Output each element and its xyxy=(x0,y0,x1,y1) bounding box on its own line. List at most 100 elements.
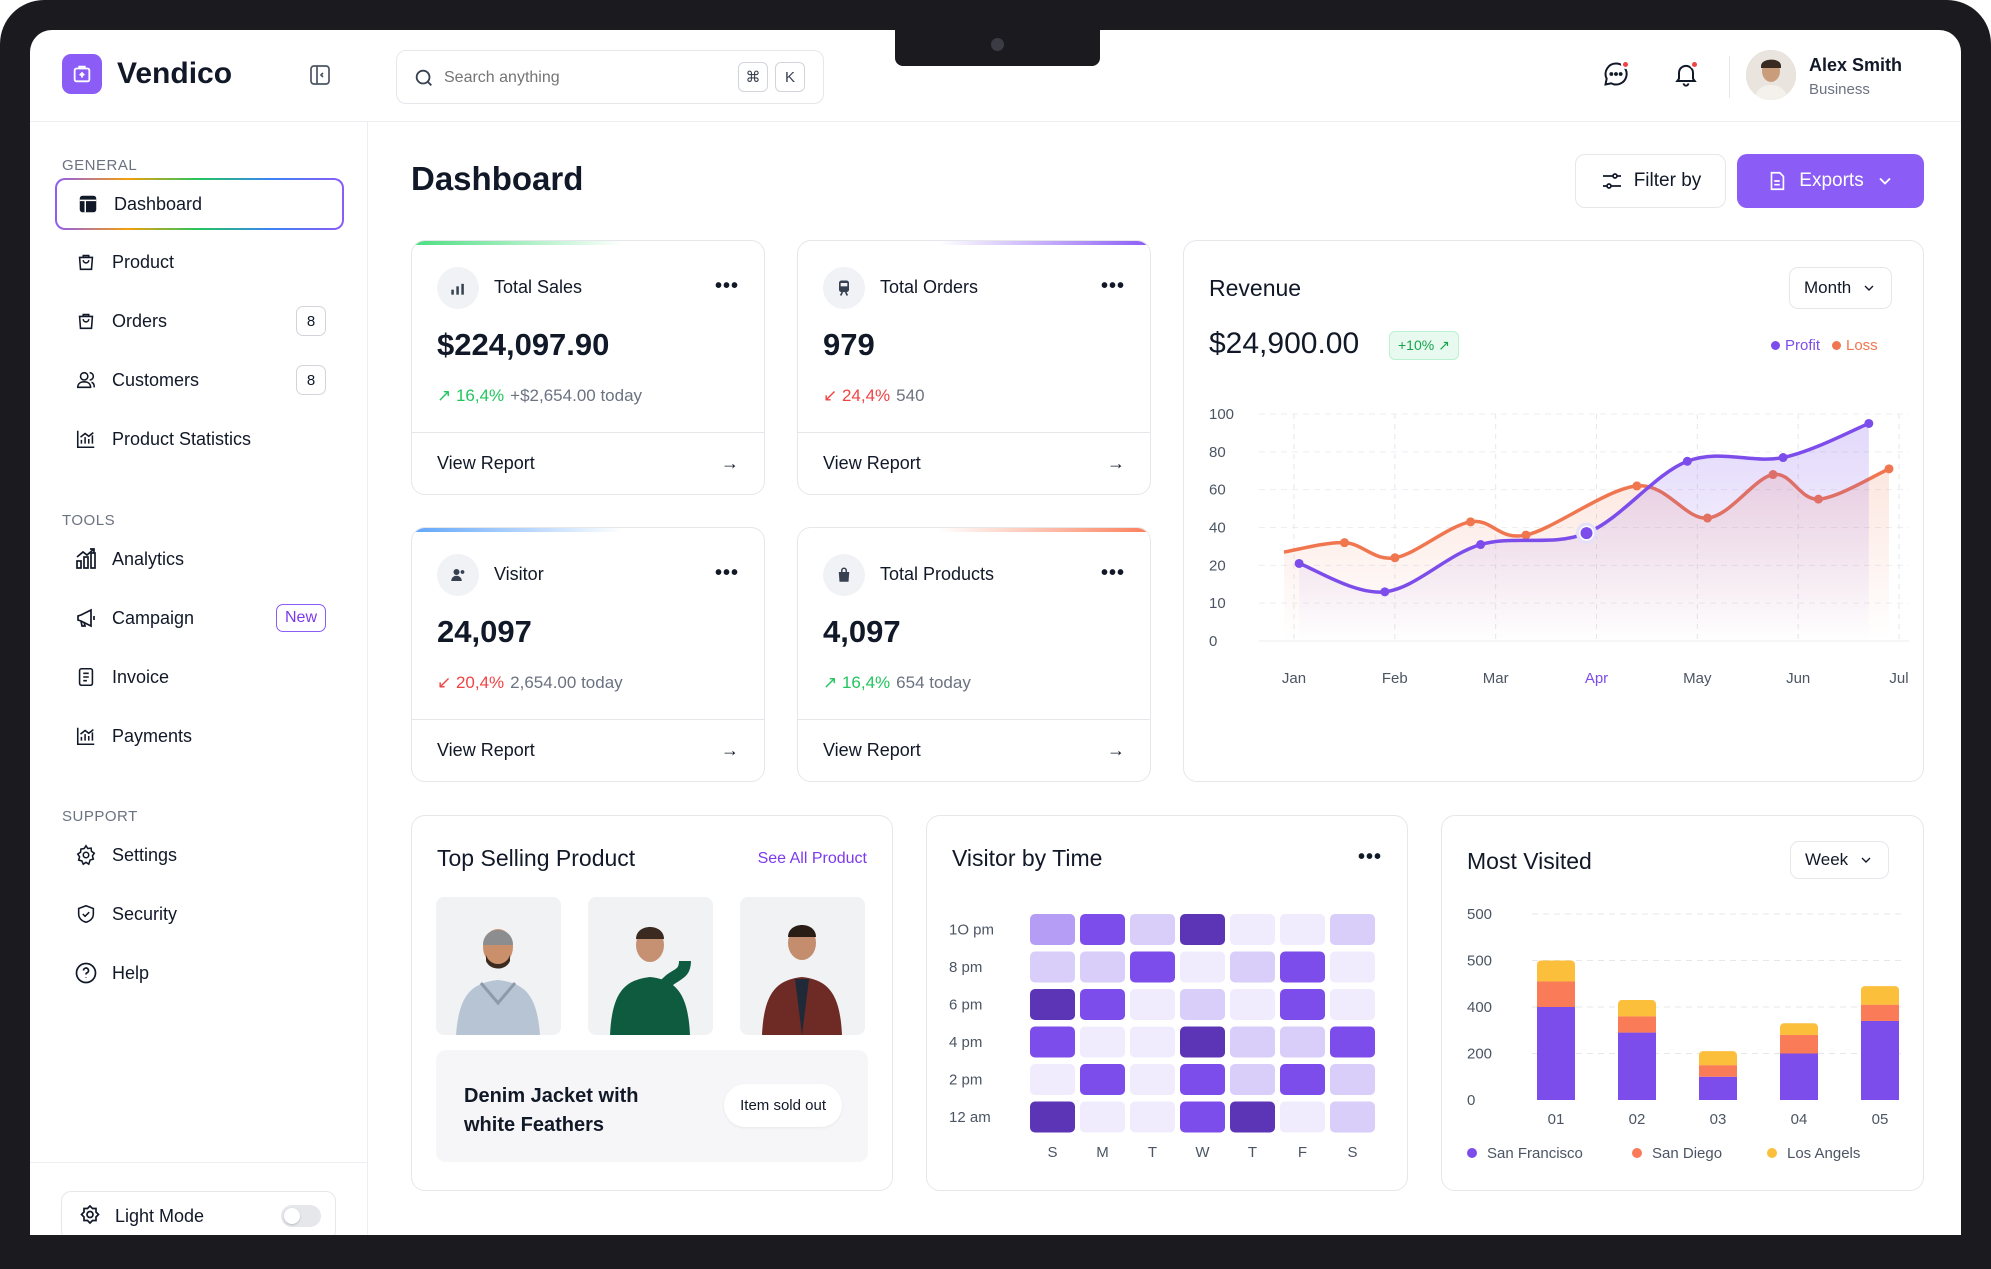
exports-button[interactable]: Exports xyxy=(1737,154,1924,208)
heatmap-cell xyxy=(1130,1101,1175,1133)
profit-point xyxy=(1294,558,1304,568)
megaphone-icon xyxy=(73,605,99,631)
legend-dot xyxy=(1467,1148,1477,1158)
avatar[interactable] xyxy=(1746,50,1796,100)
stat-title: Total Orders xyxy=(880,277,979,297)
heatmap-cell xyxy=(1280,914,1325,945)
sidebar-item-orders[interactable]: Orders 8 xyxy=(55,295,344,347)
divider xyxy=(1729,56,1730,98)
heatmap-row-label: 4 pm xyxy=(949,1034,982,1051)
sidebar-item-invoice[interactable]: Invoice xyxy=(55,651,344,703)
help-icon xyxy=(73,960,99,986)
x-tick-label: Mar xyxy=(1483,670,1509,687)
brand-logo-icon[interactable] xyxy=(62,54,102,94)
stat-value: 24,097 xyxy=(437,614,532,649)
more-options-icon[interactable]: ••• xyxy=(714,562,739,584)
product-image-jacket[interactable] xyxy=(740,897,865,1035)
heatmap-cell xyxy=(1330,1026,1375,1058)
notifications-button[interactable] xyxy=(1668,56,1704,92)
filter-button[interactable]: Filter by xyxy=(1575,154,1726,208)
visitor-time-title: Visitor by Time xyxy=(952,845,1103,871)
bar-segment xyxy=(1861,1004,1899,1021)
filter-icon xyxy=(1602,173,1621,189)
stat-card-total-orders: Total Orders ••• 979 ↙ 24,4% 540 View Rep… xyxy=(797,240,1151,495)
heatmap-cell xyxy=(1080,1101,1125,1133)
sidebar-item-campaign[interactable]: Campaign New xyxy=(55,592,344,644)
sidebar-item-settings[interactable]: Settings xyxy=(55,829,344,881)
sidebar-item-help[interactable]: Help xyxy=(55,947,344,999)
view-report-link[interactable]: View Report → xyxy=(412,432,764,494)
heatmap-cell xyxy=(1080,951,1125,983)
heatmap-cell xyxy=(1130,1026,1175,1058)
more-options-icon[interactable]: ••• xyxy=(1357,846,1382,868)
sidebar-item-security[interactable]: Security xyxy=(55,888,344,940)
heatmap-cell xyxy=(1180,914,1225,945)
light-mode-control[interactable]: Light Mode xyxy=(61,1191,336,1235)
sidebar-collapse-icon[interactable] xyxy=(308,63,332,87)
sidebar-item-product-statistics[interactable]: Product Statistics xyxy=(55,413,344,465)
heatmap-row-label: 2 pm xyxy=(949,1072,982,1089)
sidebar-item-product[interactable]: Product xyxy=(55,236,344,288)
profit-area xyxy=(1299,423,1869,641)
analytics-icon xyxy=(73,546,99,572)
shield-icon xyxy=(73,901,99,927)
most-visited-title: Most Visited xyxy=(1467,848,1592,874)
heatmap-row-label: 1O pm xyxy=(949,922,994,939)
product-image-sweater[interactable] xyxy=(588,897,713,1035)
more-options-icon[interactable]: ••• xyxy=(1100,562,1125,584)
loss-point xyxy=(1390,553,1400,563)
brightness-icon xyxy=(78,1204,102,1228)
brand-name: Vendico xyxy=(117,57,233,90)
x-tick-label: 04 xyxy=(1791,1111,1808,1128)
heatmap-cell xyxy=(1230,951,1275,983)
bar-segment xyxy=(1537,1007,1575,1100)
sold-out-button[interactable]: Item sold out xyxy=(724,1084,842,1127)
heatmap-cell xyxy=(1330,1101,1375,1133)
profit-point xyxy=(1380,587,1390,597)
camera-icon xyxy=(991,38,1004,51)
view-report-link[interactable]: View Report → xyxy=(798,719,1150,781)
stat-delta: 16,4% xyxy=(841,673,891,692)
heatmap-cell xyxy=(1330,989,1375,1020)
legend-dot xyxy=(1632,1148,1642,1158)
top-selling-title: Top Selling Product xyxy=(437,845,636,871)
view-report-label: View Report xyxy=(437,453,535,473)
legend-label: San Francisco xyxy=(1487,1145,1583,1162)
search-bar[interactable]: ⌘ K xyxy=(396,50,824,104)
bar-chart-icon xyxy=(437,267,479,309)
shopping-bag-icon xyxy=(823,554,865,596)
sidebar-item-label: Help xyxy=(112,962,150,983)
view-report-link[interactable]: View Report → xyxy=(798,432,1150,494)
sidebar-item-payments[interactable]: Payments xyxy=(55,710,344,762)
more-options-icon[interactable]: ••• xyxy=(714,275,739,297)
view-report-link[interactable]: View Report → xyxy=(412,719,764,781)
y-tick-label: 20 xyxy=(1209,557,1226,574)
trend-up-icon: ↗ xyxy=(437,386,456,405)
product-image-hoodie[interactable] xyxy=(436,897,561,1035)
section-label-support: SUPPORT xyxy=(62,808,138,825)
stat-value: 979 xyxy=(823,327,875,362)
profit-point xyxy=(1682,456,1692,466)
legend-dot xyxy=(1767,1148,1777,1158)
heatmap-cell xyxy=(1130,1064,1175,1095)
bar-segment xyxy=(1618,1016,1656,1033)
heatmap-cell xyxy=(1330,951,1375,983)
heatmap-column-label: T xyxy=(1148,1144,1157,1161)
stat-card-visitor: Visitor ••• 24,097 ↙ 20,4% 2,654.00 today… xyxy=(411,527,765,782)
search-input[interactable] xyxy=(444,65,724,91)
light-mode-toggle[interactable] xyxy=(281,1205,321,1227)
stat-title: Total Sales xyxy=(494,277,583,297)
sidebar-item-customers[interactable]: Customers 8 xyxy=(55,354,344,406)
bar-segment xyxy=(1699,1076,1737,1100)
user-role: Business xyxy=(1809,81,1870,98)
most-visited-period-dropdown[interactable]: Week xyxy=(1790,841,1890,879)
x-tick-label: 01 xyxy=(1548,1111,1565,1128)
y-tick-label: 60 xyxy=(1209,482,1226,499)
more-options-icon[interactable]: ••• xyxy=(1100,275,1125,297)
messages-button[interactable] xyxy=(1598,56,1634,92)
sidebar-item-dashboard[interactable]: Dashboard xyxy=(55,178,344,230)
sidebar-item-analytics[interactable]: Analytics xyxy=(55,533,344,585)
see-all-link[interactable]: See All Product xyxy=(757,850,867,867)
revenue-period-dropdown[interactable]: Month xyxy=(1789,267,1893,309)
heatmap-cell xyxy=(1230,914,1275,945)
